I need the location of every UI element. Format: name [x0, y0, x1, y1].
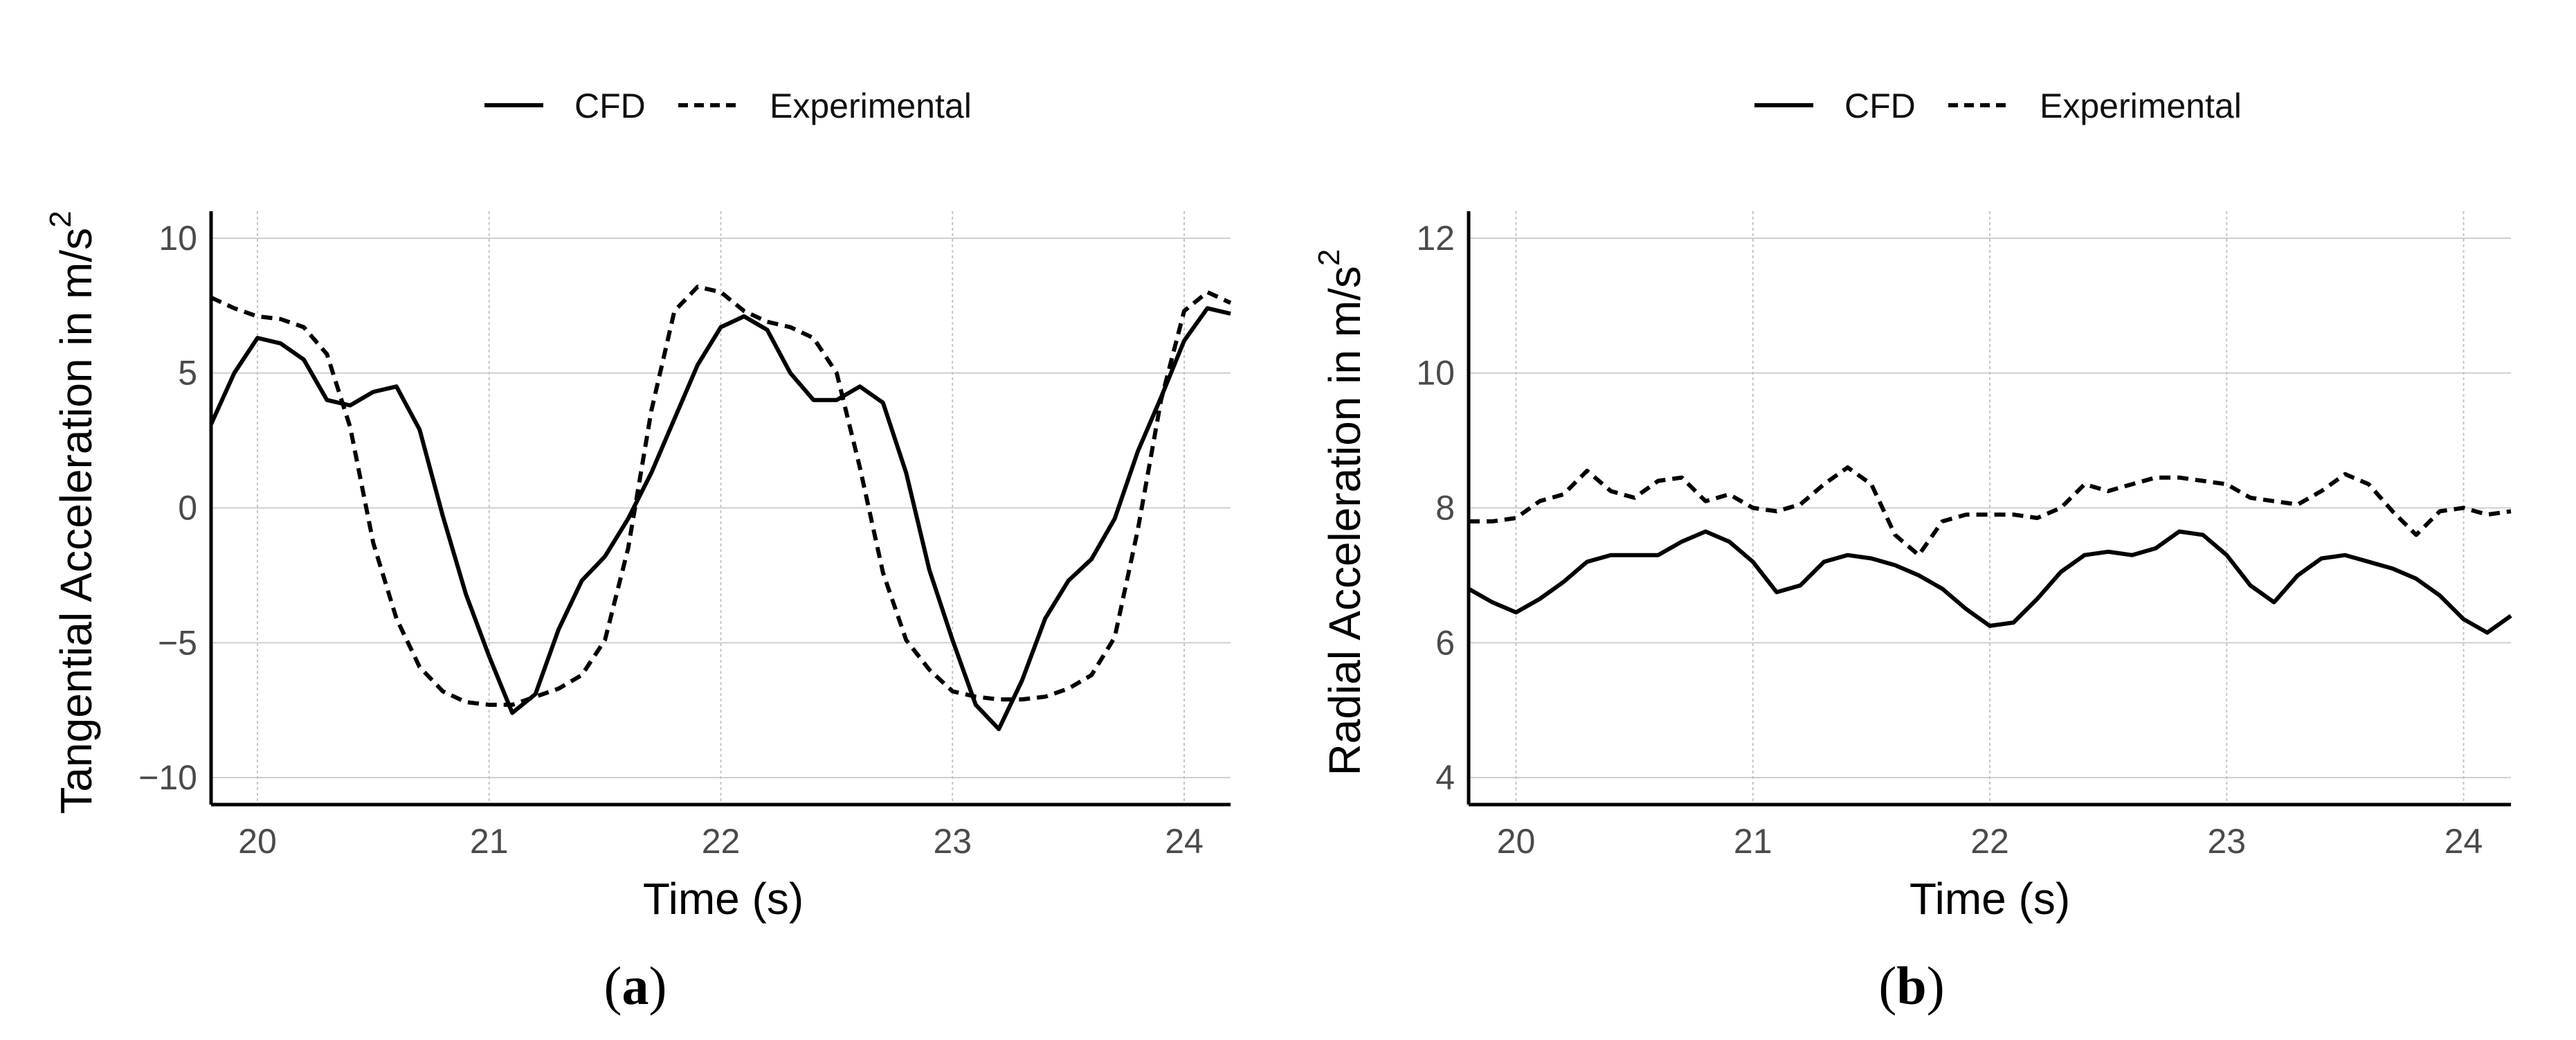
- x-tick-label: 21: [470, 822, 509, 861]
- x-tick-label: 20: [1497, 822, 1536, 861]
- x-axis-title: Time (s): [1910, 874, 2070, 924]
- y-tick-label: 8: [1435, 489, 1455, 528]
- x-axis-title: Time (s): [643, 874, 804, 924]
- panel-label-b: (b): [1878, 956, 1944, 1016]
- x-tick-label: 22: [1970, 822, 2009, 861]
- tick-labels: 4 6 8 10 12 20 21 22 23 24: [1416, 219, 2483, 861]
- y-tick-label: 10: [158, 219, 197, 258]
- y-tick-label: 6: [1435, 623, 1455, 662]
- y-tick-label: 5: [178, 354, 197, 393]
- y-tick-label: 12: [1416, 219, 1455, 258]
- legend-label-experimental: Experimental: [2040, 87, 2242, 125]
- y-tick-label: −10: [138, 758, 197, 797]
- y-tick-label: −5: [158, 623, 197, 662]
- y-axis-title-superscript: 2: [1312, 249, 1346, 266]
- x-tick-label: 23: [2207, 822, 2246, 861]
- y-axis-title: Radial Acceleration in m/s2: [1312, 249, 1370, 776]
- x-tick-label: 20: [238, 822, 277, 861]
- tick-labels: −10 −5 0 5 10 20 21 22 23 24: [138, 219, 1204, 861]
- x-tick-label: 24: [2445, 822, 2483, 861]
- series-line-cfd: [209, 306, 1231, 731]
- legend: CFD Experimental: [484, 87, 972, 125]
- x-tick-label: 24: [1165, 822, 1204, 861]
- y-tick-label: 0: [178, 489, 197, 528]
- legend: CFD Experimental: [1754, 87, 2242, 125]
- y-tick-label: 10: [1416, 354, 1455, 393]
- x-tick-label: 23: [933, 822, 972, 861]
- y-tick-label: 4: [1435, 758, 1455, 797]
- legend-label-cfd: CFD: [574, 87, 646, 125]
- axes: [1467, 211, 2511, 807]
- chart-panel-tangential: CFD Experimental −10 −5 0 5 10 20 21 22 23 24 Tim…: [44, 87, 1232, 1016]
- series-lines: [1467, 465, 2512, 635]
- gridlines: [1469, 211, 2511, 805]
- y-axis-title-main: Tangential Acceleration in m/s: [51, 228, 101, 814]
- series-line-cfd: [1467, 529, 2512, 635]
- x-tick-label: 21: [1734, 822, 1772, 861]
- panel-label-a: (a): [604, 956, 667, 1016]
- y-axis-title-main: Radial Acceleration in m/s: [1320, 266, 1370, 775]
- y-axis-title-superscript: 2: [44, 210, 78, 227]
- x-tick-label: 22: [702, 822, 741, 861]
- series-line-experimental: [210, 285, 1232, 707]
- axes: [209, 211, 1231, 807]
- series-line-experimental: [1469, 465, 2512, 557]
- chart-panel-radial: CFD Experimental 4 6 8 10 12 20 21 22 23 24 Time …: [1312, 87, 2512, 1016]
- legend-label-experimental: Experimental: [770, 87, 972, 125]
- series-lines: [209, 285, 1232, 731]
- legend-label-cfd: CFD: [1844, 87, 1916, 125]
- y-axis-title: Tangential Acceleration in m/s2: [44, 210, 101, 814]
